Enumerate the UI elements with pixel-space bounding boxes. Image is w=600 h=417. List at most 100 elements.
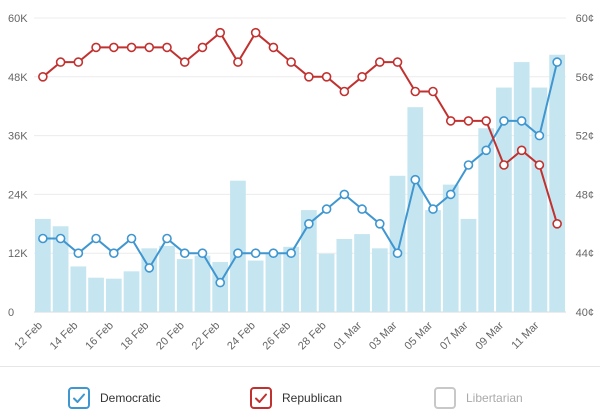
volume-bar <box>460 218 477 312</box>
volume-bar <box>247 260 264 312</box>
series-point-republican <box>516 145 527 156</box>
series-point-democratic <box>392 248 403 258</box>
legend-checkbox-republican[interactable] <box>250 387 272 409</box>
legend-label-republican: Republican <box>282 391 343 405</box>
series-point-democratic <box>215 277 225 288</box>
x-axis-tick: 26 Feb <box>261 320 294 353</box>
series-point-democratic <box>109 248 119 258</box>
volume-bar <box>230 180 246 312</box>
y-axis-right-tick: 60¢ <box>576 13 594 25</box>
series-point-republican <box>233 57 243 67</box>
volume-bar <box>389 175 406 312</box>
series-point-democratic <box>38 233 48 244</box>
series-point-democratic <box>268 248 279 258</box>
volume-bar <box>283 246 299 312</box>
series-point-democratic <box>162 233 172 244</box>
series-point-democratic <box>357 204 367 214</box>
x-axis-tick: 12 Feb <box>12 320 45 353</box>
volume-bar <box>496 87 512 312</box>
legend-item-republican[interactable]: Republican <box>250 385 342 411</box>
series-point-republican <box>357 72 367 82</box>
y-axis-left-tick: 24K <box>8 189 28 201</box>
volume-bar <box>478 128 495 312</box>
legend-item-democratic[interactable]: Democratic <box>68 385 161 411</box>
x-axis-tick: 28 Feb <box>296 320 329 353</box>
volume-bar <box>123 271 140 312</box>
series-point-democratic <box>144 263 155 273</box>
y-axis-left-tick: 60K <box>8 13 28 25</box>
series-point-republican <box>321 72 332 82</box>
series-point-republican <box>179 57 190 67</box>
x-axis-tick: 14 Feb <box>48 320 81 353</box>
series-point-democratic <box>304 219 314 229</box>
volume-bar <box>442 184 459 312</box>
legend-checkbox-democratic[interactable] <box>68 387 90 409</box>
volume-bar <box>159 245 175 312</box>
series-point-republican <box>481 116 492 126</box>
x-axis-tick: 03 Mar <box>367 319 400 352</box>
volume-bars <box>35 54 565 313</box>
chart-svg: 0 40¢ 12K 44¢ 24K 48¢ 36K 52¢ 48K 56¢ 60K 60¢ 12 Feb… <box>8 13 594 353</box>
series-point-democratic <box>73 248 84 258</box>
y-axis-right-tick: 48¢ <box>576 189 594 201</box>
gridlines <box>34 17 566 313</box>
series-point-republican <box>197 42 208 53</box>
y-axis-left-tick: 12K <box>8 248 28 260</box>
volume-bar <box>407 107 424 313</box>
volume-bar <box>531 87 548 312</box>
x-axis-tick: 05 Mar <box>402 319 435 352</box>
series-point-republican <box>392 57 403 67</box>
check-icon <box>73 393 85 403</box>
volume-bar <box>318 253 335 312</box>
series-point-republican <box>428 86 438 97</box>
series-point-republican <box>73 57 84 67</box>
series-point-democratic <box>233 248 243 258</box>
series-point-democratic <box>534 130 545 141</box>
series-point-republican <box>286 57 296 67</box>
y-axis-right-tick: 44¢ <box>576 248 594 260</box>
series-point-republican <box>215 27 225 38</box>
series-point-democratic <box>499 116 509 126</box>
series-point-republican <box>463 116 474 126</box>
series-point-democratic <box>463 160 474 170</box>
x-axis-tick: 01 Mar <box>331 319 364 352</box>
legend-item-libertarian[interactable]: Libertarian <box>434 385 523 411</box>
price-lines <box>38 27 562 288</box>
volume-bar <box>354 234 370 312</box>
series-point-republican <box>304 72 314 82</box>
series-point-democratic <box>126 233 137 244</box>
legend-checkbox-libertarian[interactable] <box>434 387 456 409</box>
x-axis-tick: 20 Feb <box>154 320 187 353</box>
check-icon <box>255 393 267 403</box>
volume-bar <box>176 259 193 312</box>
x-axis-tick: 16 Feb <box>83 320 116 353</box>
series-point-democratic <box>481 145 492 156</box>
y-axis-right-tick: 52¢ <box>576 131 594 143</box>
series-point-democratic <box>445 189 456 200</box>
series-point-democratic <box>321 204 332 214</box>
series-point-republican <box>445 116 456 126</box>
series-point-republican <box>144 42 155 53</box>
series-point-democratic <box>339 189 350 200</box>
price-volume-chart: 0 40¢ 12K 44¢ 24K 48¢ 36K 52¢ 48K 56¢ 60K 60¢ 12 Feb… <box>8 13 594 353</box>
x-axis-tick: 07 Mar <box>438 319 471 352</box>
series-point-republican <box>162 42 172 53</box>
series-point-democratic <box>428 204 438 214</box>
x-axis-tick: 24 Feb <box>225 320 258 353</box>
series-point-republican <box>552 219 562 229</box>
legend-label-democratic: Democratic <box>100 391 161 405</box>
series-point-republican <box>534 160 545 170</box>
volume-bar <box>371 248 388 312</box>
volume-bar <box>425 210 441 312</box>
series-point-republican <box>109 42 119 53</box>
series-point-republican <box>339 86 350 97</box>
volume-bar <box>141 248 158 312</box>
series-point-democratic <box>552 57 562 67</box>
series-point-republican <box>374 57 385 67</box>
volume-bar <box>194 255 211 312</box>
series-point-republican <box>250 27 261 38</box>
series-point-democratic <box>91 233 101 244</box>
y-axis-left-tick: 36K <box>8 131 28 143</box>
volume-bar <box>265 254 282 312</box>
volume-bar <box>70 266 87 312</box>
